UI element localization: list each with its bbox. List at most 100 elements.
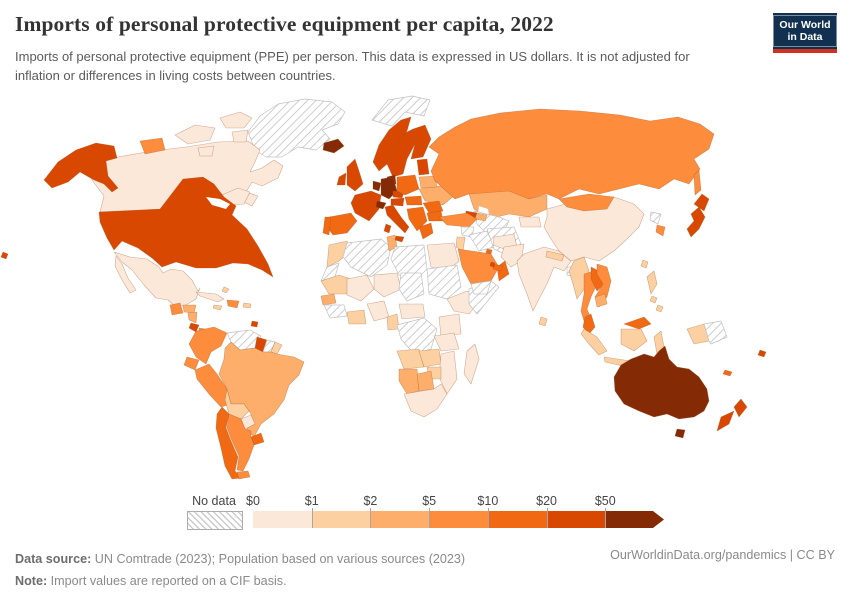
country-ghana[interactable] — [346, 309, 367, 325]
country-mexico[interactable] — [114, 255, 137, 294]
owid-link[interactable]: OurWorldinData.org/pandemics | CC BY — [610, 548, 835, 562]
country-russia[interactable] — [693, 169, 702, 196]
country-belarus[interactable] — [418, 175, 438, 189]
country-mongolia[interactable] — [558, 193, 615, 212]
country-italy[interactable] — [394, 235, 405, 243]
country-argentina[interactable] — [236, 470, 251, 480]
country-italy[interactable] — [384, 204, 410, 234]
country-oman[interactable] — [496, 260, 510, 282]
country-svalbard[interactable] — [371, 95, 431, 127]
country-democratic-republic-of-congo[interactable] — [396, 317, 438, 355]
country-italy[interactable] — [383, 223, 392, 234]
country-nigeria[interactable] — [366, 300, 390, 322]
country-turkey[interactable] — [438, 212, 478, 228]
country-kuwait[interactable] — [485, 248, 493, 255]
country-new-zealand[interactable] — [716, 410, 735, 432]
country-greece[interactable] — [418, 222, 434, 240]
country-australia[interactable] — [674, 428, 686, 439]
country-united-states[interactable] — [43, 142, 119, 193]
country-japan[interactable] — [686, 206, 706, 238]
country-azerbaijan[interactable] — [474, 212, 488, 222]
country-dominican-republic[interactable] — [226, 299, 240, 309]
legend-bin--0-1[interactable] — [253, 511, 312, 528]
country-sudan[interactable] — [426, 264, 462, 300]
country-ecuador[interactable] — [183, 356, 200, 371]
country-botswana[interactable] — [416, 370, 435, 392]
country-russia[interactable] — [428, 108, 715, 200]
country-puerto-rico[interactable] — [242, 302, 252, 309]
country-united-arab-emirates[interactable] — [492, 263, 504, 272]
country-colombia[interactable] — [188, 326, 228, 365]
country-mali[interactable] — [346, 274, 375, 302]
country-kenya[interactable] — [438, 313, 462, 337]
country-papua-new-guinea[interactable] — [703, 320, 728, 345]
country-united-kingdom[interactable] — [346, 158, 364, 192]
country-kyrgyzstan[interactable] — [518, 216, 542, 228]
country-malaysia[interactable] — [623, 316, 652, 330]
country-bulgaria[interactable] — [426, 210, 444, 222]
country-ireland[interactable] — [336, 172, 347, 186]
country-madagascar[interactable] — [463, 343, 480, 385]
legend-bin--5-10[interactable] — [429, 511, 488, 528]
country-nicaragua[interactable] — [187, 311, 198, 324]
country-canada[interactable] — [197, 145, 215, 157]
country-canada[interactable] — [219, 111, 253, 129]
country-sri-lanka[interactable] — [538, 316, 548, 327]
country-central-african-republic[interactable] — [398, 303, 426, 320]
country-philippines[interactable] — [646, 270, 658, 295]
country-niger[interactable] — [373, 272, 402, 298]
country-qatar[interactable] — [489, 261, 496, 268]
country-yemen[interactable] — [470, 280, 492, 295]
country-algeria[interactable] — [342, 238, 392, 278]
country-tanzania[interactable] — [433, 332, 460, 352]
country-guatemala[interactable] — [169, 302, 184, 316]
country-romania[interactable] — [422, 200, 444, 214]
country-nepal[interactable] — [545, 250, 565, 262]
country-fiji[interactable] — [757, 349, 767, 358]
country-japan[interactable] — [693, 193, 710, 212]
country-australia[interactable] — [613, 345, 710, 420]
country-south-africa[interactable] — [403, 383, 448, 418]
country-new-zealand[interactable] — [733, 398, 748, 418]
country-taiwan[interactable] — [640, 259, 649, 269]
country-switzerland[interactable] — [375, 200, 387, 210]
country-france[interactable] — [350, 190, 382, 222]
country-cameroon[interactable] — [386, 313, 400, 331]
country-jamaica[interactable] — [212, 304, 223, 311]
legend-bin--10-20[interactable] — [487, 511, 547, 528]
country-poland[interactable] — [396, 174, 420, 196]
country-norway[interactable] — [372, 116, 412, 172]
country-saudi-arabia[interactable] — [457, 248, 500, 285]
country-hungary[interactable] — [404, 195, 423, 206]
country-honduras[interactable] — [182, 304, 197, 314]
country-new-caledonia[interactable] — [722, 369, 733, 377]
country-bolivia[interactable] — [224, 388, 250, 420]
country-philippines[interactable] — [655, 304, 664, 313]
country-united-states[interactable] — [98, 176, 274, 278]
country-mexico[interactable] — [113, 251, 201, 308]
owid-logo[interactable]: Our World in Data — [773, 13, 837, 49]
country-guinea[interactable] — [323, 304, 348, 319]
country-baltic-states[interactable] — [416, 158, 430, 176]
country-paraguay[interactable] — [240, 414, 256, 430]
country-malaysia[interactable] — [582, 313, 596, 335]
legend-bin--20-50[interactable] — [546, 511, 606, 528]
country-north-korea[interactable] — [649, 211, 662, 225]
country-greenland[interactable] — [247, 98, 346, 158]
country-indonesia[interactable] — [620, 328, 648, 352]
country-canada[interactable] — [231, 129, 249, 143]
country-philippines[interactable] — [649, 295, 658, 304]
country-iceland[interactable] — [322, 138, 345, 154]
legend-bin--50-[interactable] — [605, 511, 664, 528]
country-cambodia[interactable] — [594, 293, 608, 308]
country-spain[interactable] — [326, 212, 358, 236]
legend-bin--2-5[interactable] — [370, 511, 430, 528]
legend-bin--1-2[interactable] — [311, 511, 371, 528]
country-brazil[interactable] — [218, 341, 305, 438]
country-israel-jordan[interactable] — [455, 236, 466, 252]
country-russia[interactable] — [139, 137, 166, 155]
country-bahamas[interactable] — [221, 286, 230, 294]
country-finland[interactable] — [410, 124, 432, 160]
country-argentina[interactable] — [226, 413, 255, 472]
country-south-korea[interactable] — [655, 224, 666, 237]
